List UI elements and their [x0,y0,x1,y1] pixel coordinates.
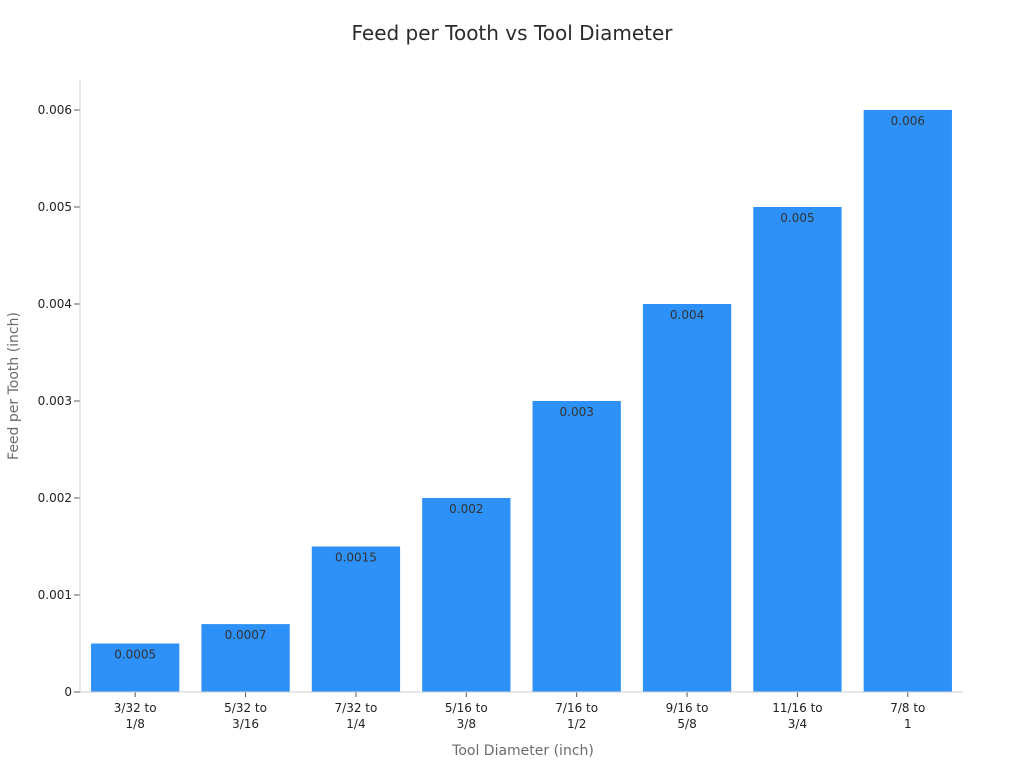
bar [91,643,180,692]
y-tick-label: 0.004 [38,297,72,311]
x-tick-label: 7/32 to [335,701,378,715]
bar [642,304,732,692]
data-label: 0.003 [560,405,594,419]
bar [863,110,952,692]
y-tick-label: 0.003 [38,394,72,408]
x-tick-label: 3/8 [457,717,476,731]
data-label: 0.0015 [335,551,377,565]
x-tick-label: 5/16 to [445,701,488,715]
x-tick-label: 5/32 to [224,701,267,715]
x-tick-label: 3/4 [788,717,807,731]
y-tick-label: 0.005 [38,200,72,214]
x-ticks-group: 3/32 to 1/8 5/32 to 3/16 7/32 to 1/4 5/16 to 3/… [114,692,925,731]
data-label: 0.0007 [225,628,267,642]
x-axis-label: Tool Diameter (inch) [451,743,594,759]
x-tick-label: 3/16 [232,717,259,731]
y-axis-label: Feed per Tooth (inch) [6,312,22,460]
bar [532,401,621,692]
data-label: 0.0005 [114,648,156,662]
bar [311,546,401,692]
y-tick-label: 0.002 [38,491,72,505]
x-tick-label: 1 [904,717,912,731]
bar [753,207,842,692]
x-tick-label: 7/16 to [555,701,598,715]
data-label: 0.002 [449,502,483,516]
bars-group: 0.0005 0.0007 0.0015 0.002 0.003 0.004 0.005 0.… [91,110,952,692]
x-tick-label: 9/16 to [666,701,709,715]
y-tick-label: 0.006 [38,103,72,117]
chart-title: Feed per Tooth vs Tool Diameter [351,21,673,45]
x-tick-label: 5/8 [677,717,696,731]
x-tick-label: 11/16 to [772,701,822,715]
data-label: 0.004 [670,308,704,322]
data-label: 0.006 [891,114,925,128]
y-ticks-group: 0 0.001 0.002 0.003 0.004 0.005 0.006 [38,103,80,699]
data-label: 0.005 [780,211,814,225]
x-tick-label: 7/8 to [890,701,925,715]
x-tick-label: 1/8 [126,717,145,731]
y-tick-label: 0 [64,685,72,699]
x-tick-label: 1/4 [346,717,365,731]
y-tick-label: 0.001 [38,588,72,602]
bar [422,498,511,692]
x-tick-label: 1/2 [567,717,586,731]
x-tick-label: 3/32 to [114,701,157,715]
bar [201,624,290,692]
